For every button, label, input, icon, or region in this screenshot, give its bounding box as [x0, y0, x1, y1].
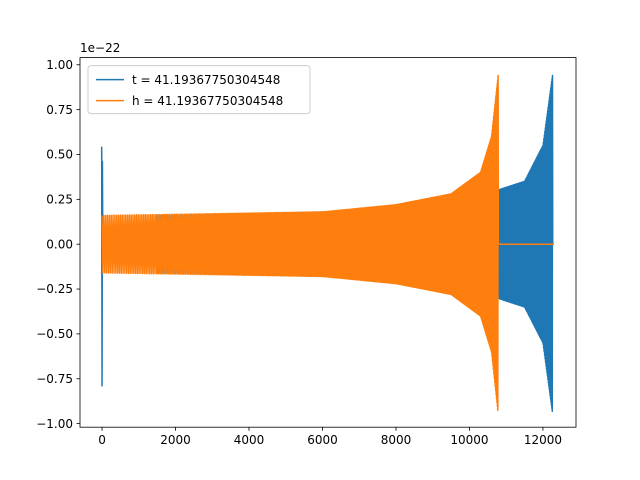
- y-tick-label: 0.25: [46, 193, 73, 207]
- series-line-h: [101, 74, 554, 411]
- x-tick-label: 12000: [524, 433, 562, 447]
- series-layer: [100, 74, 554, 413]
- x-tick-label: 6000: [307, 433, 338, 447]
- y-tick-label: −0.25: [36, 282, 73, 296]
- legend-box: [87, 65, 311, 115]
- x-tick-label: 8000: [381, 433, 412, 447]
- x-tick-label: 2000: [160, 433, 191, 447]
- x-axis: 0 2000 4000 6000 8000 10000 12000: [98, 427, 562, 447]
- y-tick-label: 0.50: [46, 148, 73, 162]
- y-tick-label: −0.75: [36, 372, 73, 386]
- legend-label: h = 41.19367750304548: [132, 94, 283, 108]
- legend-label: t = 41.19367750304548: [132, 73, 280, 87]
- x-tick-label: 10000: [450, 433, 488, 447]
- axes-frame: [79, 57, 577, 428]
- x-tick-label: 4000: [234, 433, 265, 447]
- y-axis: −1.00 −0.75 −0.50 −0.25 0.00 0.25 0.50 0.75 1.00: [36, 58, 80, 431]
- y-tick-label: 0.00: [46, 237, 73, 251]
- legend: t = 41.19367750304548 h = 41.193677503045…: [87, 65, 311, 115]
- y-tick-label: 1.00: [46, 58, 73, 72]
- y-tick-label: −0.50: [36, 327, 73, 341]
- y-offset-label: 1e−22: [80, 41, 120, 55]
- x-tick-label: 0: [98, 433, 106, 447]
- y-tick-label: 0.75: [46, 103, 73, 117]
- y-tick-label: −1.00: [36, 417, 73, 431]
